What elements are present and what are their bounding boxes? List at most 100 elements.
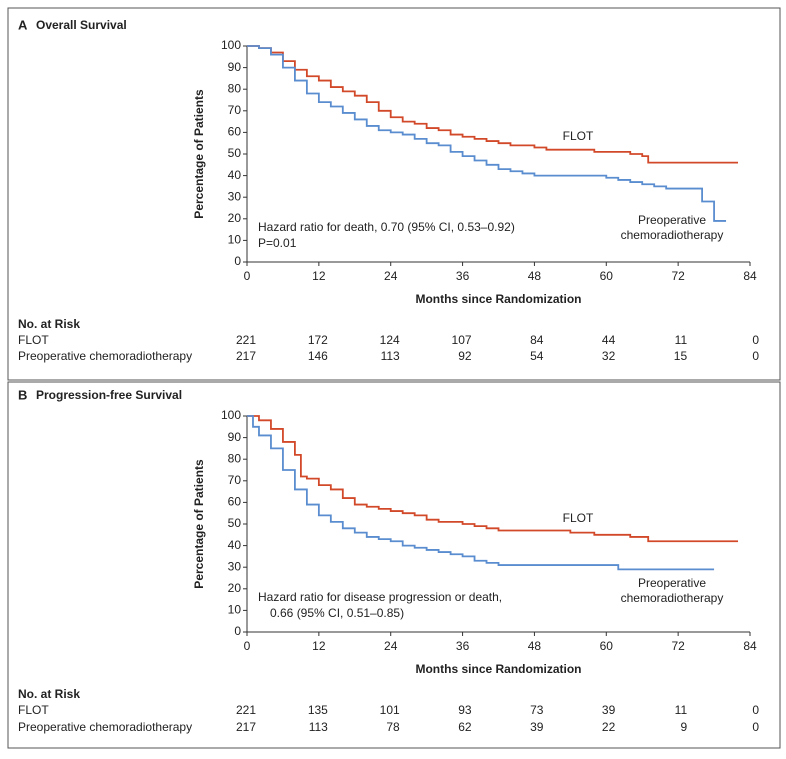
risk-value: 54 — [530, 349, 544, 363]
y-tick-label: 70 — [228, 103, 242, 117]
risk-value: 78 — [386, 720, 400, 734]
y-tick-label: 70 — [228, 473, 242, 487]
risk-value: 9 — [680, 720, 687, 734]
risk-row-name: Preoperative chemoradiotherapy — [18, 349, 192, 363]
annotation: Preoperative — [638, 213, 706, 227]
risk-value: 0 — [752, 333, 759, 347]
risk-title: No. at Risk — [18, 687, 80, 701]
risk-value: 92 — [458, 349, 472, 363]
annotation: chemoradiotherapy — [621, 228, 724, 242]
risk-value: 217 — [236, 720, 256, 734]
risk-value: 172 — [308, 333, 328, 347]
y-tick-label: 30 — [228, 189, 242, 203]
annotation: FLOT — [563, 511, 594, 525]
y-axis-label: Percentage of Patients — [192, 89, 206, 219]
x-tick-label: 72 — [671, 269, 685, 283]
risk-value: 146 — [308, 349, 328, 363]
annotation: Hazard ratio for death, 0.70 (95% CI, 0.… — [258, 220, 515, 234]
risk-value: 22 — [602, 720, 616, 734]
risk-row-name: FLOT — [18, 333, 49, 347]
annotation: FLOT — [563, 129, 594, 143]
y-tick-label: 100 — [221, 408, 241, 422]
x-tick-label: 48 — [528, 269, 542, 283]
risk-value: 39 — [530, 720, 544, 734]
risk-value: 221 — [236, 333, 256, 347]
x-tick-label: 48 — [528, 639, 542, 653]
y-tick-label: 50 — [228, 146, 242, 160]
risk-value: 135 — [308, 703, 328, 717]
y-tick-label: 20 — [228, 211, 242, 225]
x-tick-label: 24 — [384, 639, 398, 653]
y-tick-label: 100 — [221, 38, 241, 52]
risk-value: 124 — [380, 333, 400, 347]
x-tick-label: 60 — [600, 639, 614, 653]
risk-value: 39 — [602, 703, 616, 717]
risk-value: 62 — [458, 720, 472, 734]
risk-value: 101 — [380, 703, 400, 717]
risk-value: 0 — [752, 703, 759, 717]
risk-value: 11 — [675, 703, 688, 717]
annotation: Preoperative — [638, 576, 706, 590]
chart-title: Overall Survival — [36, 18, 127, 32]
annotation: chemoradiotherapy — [621, 591, 724, 605]
x-tick-label: 0 — [244, 639, 251, 653]
annotation: P=0.01 — [258, 236, 297, 250]
x-tick-label: 60 — [600, 269, 614, 283]
y-tick-label: 40 — [228, 168, 242, 182]
risk-value: 15 — [674, 349, 688, 363]
risk-row-name: FLOT — [18, 703, 49, 717]
risk-value: 113 — [381, 349, 400, 363]
risk-value: 11 — [675, 333, 688, 347]
risk-value: 0 — [752, 349, 759, 363]
survival-curve — [247, 415, 739, 543]
x-tick-label: 36 — [456, 639, 470, 653]
y-axis-label: Percentage of Patients — [192, 459, 206, 589]
x-tick-label: 84 — [743, 269, 757, 283]
y-tick-label: 90 — [228, 60, 242, 74]
risk-title: No. at Risk — [18, 317, 80, 331]
x-tick-label: 12 — [312, 639, 326, 653]
y-tick-label: 40 — [228, 538, 242, 552]
risk-value: 84 — [530, 333, 544, 347]
risk-value: 32 — [602, 349, 616, 363]
y-tick-label: 30 — [228, 559, 242, 573]
y-tick-label: 50 — [228, 516, 242, 530]
x-tick-label: 84 — [743, 639, 757, 653]
risk-value: 113 — [309, 720, 328, 734]
risk-value: 44 — [602, 333, 616, 347]
y-tick-label: 80 — [228, 451, 242, 465]
chart-title: Progression-free Survival — [36, 388, 182, 402]
annotation: Hazard ratio for disease progression or … — [258, 590, 502, 604]
y-tick-label: 90 — [228, 430, 242, 444]
survival-curve — [247, 45, 739, 164]
risk-value: 73 — [530, 703, 544, 717]
risk-value: 221 — [236, 703, 256, 717]
survival-curve — [247, 45, 727, 222]
y-tick-label: 60 — [228, 125, 242, 139]
panel-letter: A — [18, 17, 28, 32]
panel-letter: B — [18, 387, 27, 402]
risk-value: 0 — [752, 720, 759, 734]
y-tick-label: 20 — [228, 581, 242, 595]
x-tick-label: 36 — [456, 269, 470, 283]
y-tick-label: 10 — [228, 603, 242, 617]
x-tick-label: 12 — [312, 269, 326, 283]
risk-row-name: Preoperative chemoradiotherapy — [18, 720, 192, 734]
y-tick-label: 10 — [228, 233, 242, 247]
x-tick-label: 24 — [384, 269, 398, 283]
panel-border — [7, 7, 781, 381]
risk-value: 217 — [236, 349, 256, 363]
x-tick-label: 72 — [671, 639, 685, 653]
risk-value: 107 — [452, 333, 472, 347]
panel-border — [7, 381, 781, 749]
y-tick-label: 0 — [234, 624, 241, 638]
x-tick-label: 0 — [244, 269, 251, 283]
annotation: 0.66 (95% CI, 0.51–0.85) — [270, 606, 404, 620]
x-axis-label: Months since Randomization — [415, 292, 581, 306]
survival-curve — [247, 415, 715, 571]
risk-value: 93 — [458, 703, 472, 717]
y-tick-label: 80 — [228, 81, 242, 95]
y-tick-label: 60 — [228, 495, 242, 509]
x-axis-label: Months since Randomization — [415, 662, 581, 676]
